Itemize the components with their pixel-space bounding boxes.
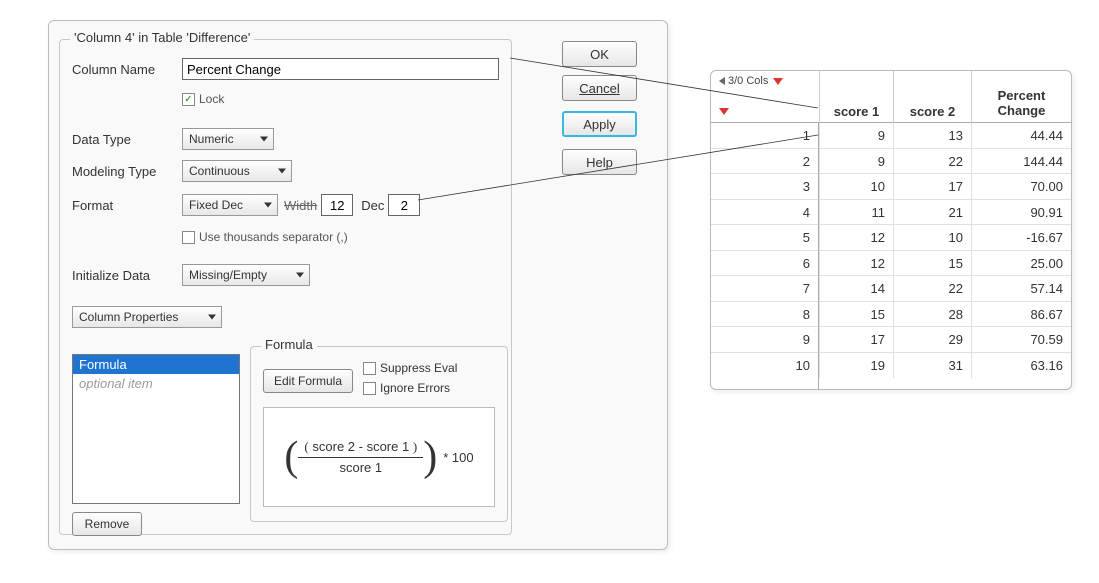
initialize-select[interactable]: Missing/Empty	[182, 264, 310, 286]
row-data-type: Data Type Numeric	[72, 126, 499, 152]
label-width: Width	[284, 198, 317, 213]
edit-formula-button[interactable]: Edit Formula	[263, 369, 353, 393]
col-head-score1[interactable]: score 1	[819, 71, 893, 123]
table-header: 3/0 Cols score 1 score 2 Percent Change	[711, 71, 1071, 123]
table-row[interactable]: 121525.00	[819, 251, 1071, 277]
thousands-checkbox[interactable]: Use thousands separator (,)	[182, 230, 348, 244]
suppress-eval-checkbox[interactable]: Suppress Eval	[363, 361, 457, 375]
column-group-legend: 'Column 4' in Table 'Difference'	[70, 30, 254, 45]
label-lock: Lock	[199, 92, 224, 106]
formula-display: ( ( score 2 - score 1 ) score 1 ) * 100	[263, 407, 495, 507]
checkbox-empty-icon	[363, 382, 376, 395]
row-thousands: Use thousands separator (,)	[72, 224, 499, 250]
label-modeling-type: Modeling Type	[72, 164, 182, 179]
ignore-errors-checkbox[interactable]: Ignore Errors	[363, 381, 450, 395]
label-format: Format	[72, 198, 182, 213]
modeling-type-select[interactable]: Continuous	[182, 160, 292, 182]
help-button[interactable]: Help	[562, 149, 637, 175]
red-triangle-icon[interactable]	[773, 78, 783, 85]
disclosure-icon	[719, 77, 725, 85]
table-row[interactable]: 101770.00	[819, 174, 1071, 200]
checkmark-icon: ✓	[182, 93, 195, 106]
table-row[interactable]: 922144.44	[819, 149, 1071, 175]
label-initialize: Initialize Data	[72, 268, 182, 283]
paren-left-icon: (	[284, 436, 298, 478]
format-select[interactable]: Fixed Dec	[182, 194, 278, 216]
formula-mult: * 100	[443, 450, 473, 465]
table-row[interactable]: 112190.91	[819, 200, 1071, 226]
column-name-input[interactable]	[182, 58, 499, 80]
table-row[interactable]: 8	[711, 302, 818, 328]
row-initialize: Initialize Data Missing/Empty	[72, 262, 499, 288]
ok-button[interactable]: OK	[562, 41, 637, 67]
cancel-button[interactable]: Cancel	[562, 75, 637, 101]
remove-button[interactable]: Remove	[72, 512, 142, 536]
row-lock: ✓ Lock	[72, 86, 499, 112]
checkbox-empty-icon	[182, 231, 195, 244]
table-row[interactable]: 2	[711, 149, 818, 175]
lock-checkbox[interactable]: ✓ Lock	[182, 92, 224, 106]
table-row[interactable]: 142257.14	[819, 276, 1071, 302]
column-group: 'Column 4' in Table 'Difference' Column …	[59, 39, 512, 535]
checkbox-empty-icon	[363, 362, 376, 375]
col-head-score2[interactable]: score 2	[893, 71, 971, 123]
properties-list-item-optional[interactable]: optional item	[73, 374, 239, 393]
table-row[interactable]: 9	[711, 327, 818, 353]
table-row[interactable]: 3	[711, 174, 818, 200]
table-row[interactable]: 1	[711, 123, 818, 149]
formula-group: Formula Edit Formula Suppress Eval Ignor…	[250, 346, 508, 522]
formula-group-legend: Formula	[261, 337, 317, 352]
row-modeling-type: Modeling Type Continuous	[72, 158, 499, 184]
table-row[interactable]: 193163.16	[819, 353, 1071, 379]
table-body: 91344.44922144.44101770.00112190.911210-…	[819, 123, 1071, 389]
properties-list[interactable]: Formula optional item	[72, 354, 240, 504]
label-column-name: Column Name	[72, 62, 182, 77]
red-triangle-icon[interactable]	[719, 103, 729, 118]
row-format: Format Fixed Dec Width Dec	[72, 192, 499, 218]
table-row[interactable]: 4	[711, 200, 818, 226]
paren-right-icon: )	[423, 436, 437, 478]
data-type-select[interactable]: Numeric	[182, 128, 274, 150]
table-row[interactable]: 91344.44	[819, 123, 1071, 149]
table-row[interactable]: 10	[711, 353, 818, 379]
row-colprops: Column Properties	[72, 304, 499, 330]
data-table-panel: 3/0 Cols score 1 score 2 Percent Change …	[710, 70, 1072, 390]
apply-button[interactable]: Apply	[562, 111, 637, 137]
formula-fraction: ( score 2 - score 1 ) score 1	[298, 439, 423, 475]
table-row[interactable]: 172970.59	[819, 327, 1071, 353]
table-row[interactable]: 152886.67	[819, 302, 1071, 328]
cols-header[interactable]: 3/0 Cols	[719, 75, 783, 87]
row-column-name: Column Name	[72, 56, 499, 82]
column-properties-select[interactable]: Column Properties	[72, 306, 222, 328]
label-data-type: Data Type	[72, 132, 182, 147]
dec-input[interactable]	[388, 194, 420, 216]
table-row[interactable]: 6	[711, 251, 818, 277]
column-info-dialog: 'Column 4' in Table 'Difference' Column …	[48, 20, 668, 550]
row-number-column: 12345678910	[711, 123, 819, 389]
table-row[interactable]: 5	[711, 225, 818, 251]
properties-list-item-formula[interactable]: Formula	[73, 355, 239, 374]
col-head-percent-change[interactable]: Percent Change	[971, 71, 1071, 123]
label-thousands: Use thousands separator (,)	[199, 230, 348, 244]
table-row[interactable]: 7	[711, 276, 818, 302]
label-dec: Dec	[361, 198, 384, 213]
table-row[interactable]: 1210-16.67	[819, 225, 1071, 251]
width-input[interactable]	[321, 194, 353, 216]
